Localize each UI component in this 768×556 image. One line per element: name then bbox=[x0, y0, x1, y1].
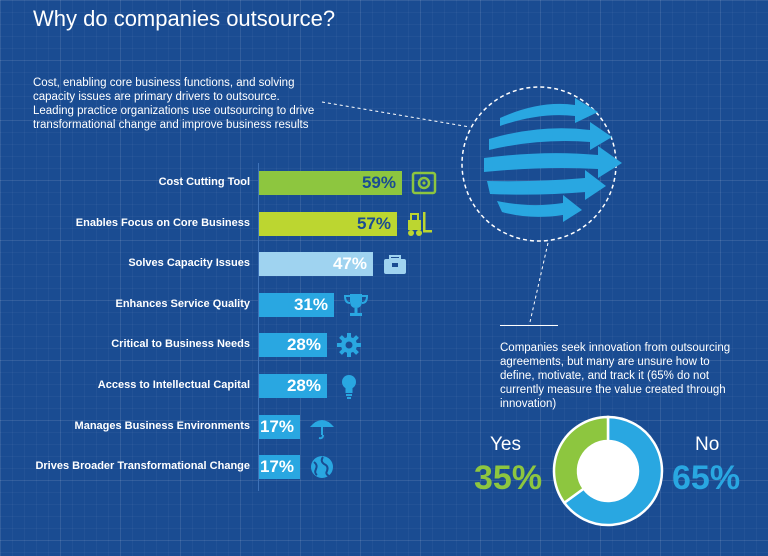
bar-row: Access to Intellectual Capital 28% bbox=[0, 372, 460, 400]
bar-category-label: Manages Business Environments bbox=[74, 419, 250, 432]
bar-row: Enables Focus on Core Business 57% bbox=[0, 210, 460, 238]
intro-text: Cost, enabling core business functions, … bbox=[33, 77, 315, 131]
bar-row: Critical to Business Needs 28% bbox=[0, 331, 460, 359]
bar-category-label: Solves Capacity Issues bbox=[128, 257, 250, 270]
bar bbox=[259, 414, 300, 439]
forklift-icon bbox=[408, 211, 432, 236]
bar-row: Drives Broader Transformational Change 17… bbox=[0, 453, 460, 481]
bar-value-label: 28% bbox=[286, 376, 321, 395]
bar bbox=[259, 252, 373, 277]
safe-icon bbox=[411, 171, 437, 195]
bar-value-label: 57% bbox=[356, 213, 391, 233]
bar-value-label: 28% bbox=[286, 335, 321, 355]
globe-arrows bbox=[484, 98, 622, 222]
bar bbox=[259, 374, 327, 398]
callout-text: Companies seek innovation from outsourci… bbox=[500, 342, 731, 410]
bar-value-label: 17% bbox=[259, 457, 294, 477]
globe-icon bbox=[311, 456, 333, 479]
bar bbox=[259, 292, 334, 317]
bar-row: Enhances Service Quality 31% bbox=[0, 291, 460, 319]
bar-category-label: Enables Focus on Core Business bbox=[75, 216, 250, 229]
donut-value-yes: 35% bbox=[474, 459, 543, 497]
trophy-icon bbox=[343, 293, 369, 316]
bar-category-label: Critical to Business Needs bbox=[111, 338, 250, 351]
bar-category-label: Access to Intellectual Capital bbox=[97, 379, 250, 391]
bar-axis bbox=[258, 163, 259, 491]
callout-divider bbox=[500, 325, 558, 326]
bar bbox=[259, 333, 327, 358]
connector-line-top bbox=[321, 101, 471, 128]
donut-label-no: No bbox=[695, 434, 720, 455]
globe-arrow bbox=[489, 122, 612, 150]
bar-value-label: 47% bbox=[332, 254, 367, 274]
bar-value-label: 59% bbox=[361, 173, 396, 192]
donut-label-yes: Yes bbox=[490, 434, 521, 455]
bar-row: Cost Cutting Tool 59% bbox=[0, 169, 460, 197]
bar-value-label: 17% bbox=[259, 416, 294, 436]
bar-row: Solves Capacity Issues 47% bbox=[0, 250, 460, 278]
globe-arrow bbox=[500, 98, 598, 126]
donut-value-no: 65% bbox=[672, 459, 741, 497]
bar-row: Manages Business Environments 17% bbox=[0, 413, 460, 441]
bar-category-label: Enhances Service Quality bbox=[115, 297, 250, 310]
page-title: Why do companies outsource? bbox=[33, 6, 336, 31]
bar bbox=[259, 211, 397, 236]
lightbulb-icon bbox=[342, 375, 356, 399]
bar-value-label: 31% bbox=[293, 294, 328, 314]
bar bbox=[259, 171, 402, 195]
umbrella-icon bbox=[310, 419, 334, 439]
globe-arrow bbox=[487, 170, 606, 200]
bar-category-label: Cost Cutting Tool bbox=[158, 176, 250, 188]
gear-icon bbox=[337, 333, 361, 358]
globe-arrow bbox=[497, 195, 582, 222]
donut-hole bbox=[578, 441, 638, 501]
globe-arrow bbox=[484, 146, 622, 178]
bar-category-label: Drives Broader Transformational Change bbox=[35, 460, 250, 473]
bar bbox=[259, 455, 300, 480]
connector-line-bottom bbox=[529, 242, 549, 323]
toolbox-icon bbox=[384, 255, 406, 275]
